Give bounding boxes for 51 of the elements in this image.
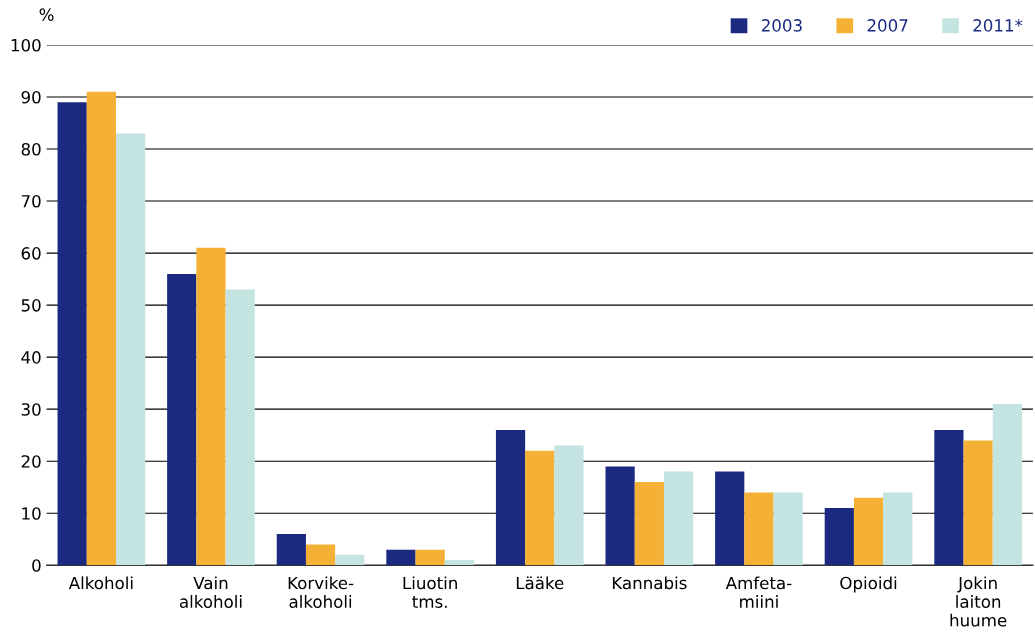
bar [495, 429, 526, 566]
bar [634, 482, 664, 566]
bar [744, 492, 774, 566]
bar [415, 549, 445, 566]
bar [605, 466, 635, 566]
y-tick-label: 0 [32, 559, 41, 572]
x-tick-label: Vain alkoholi [179, 576, 242, 608]
x-tick-label: Korvike- alkoholi [288, 576, 354, 608]
x-tick-label: Liuotin tms. [403, 576, 457, 608]
legend-label: 2003 [761, 19, 802, 32]
y-tick-label: 70 [21, 195, 41, 208]
bar [276, 534, 306, 566]
bar [167, 273, 197, 566]
bar [883, 492, 913, 566]
y-tick-label: 10 [22, 507, 41, 520]
y-axis-title: % [39, 8, 54, 21]
bar [57, 102, 87, 566]
bar [386, 549, 416, 566]
bar [525, 450, 555, 566]
bar [86, 91, 116, 566]
bar [225, 289, 255, 566]
x-tick-label: Lääke [516, 576, 564, 590]
bar [335, 554, 365, 566]
y-tick-label: 90 [21, 90, 41, 104]
x-tick-label: Kannabis [612, 576, 687, 590]
x-tick-label: Jokin laiton huume [950, 576, 1007, 627]
y-tick-label: 100 [11, 38, 41, 52]
bar [715, 471, 745, 566]
bar [115, 133, 146, 566]
x-tick-label: Opioidi [840, 576, 897, 593]
bar [992, 403, 1022, 566]
bar [824, 508, 854, 566]
y-tick-label: 20 [21, 455, 41, 468]
y-tick-label: 60 [21, 247, 41, 260]
bar [444, 560, 474, 566]
y-tick-label: 30 [21, 403, 41, 416]
bar [663, 471, 694, 566]
bar [196, 247, 226, 566]
x-tick-label: Amfeta- miini [725, 576, 792, 608]
x-tick-label: Alkoholi [68, 576, 133, 590]
legend-label: 2011* [973, 19, 1023, 32]
y-tick-label: 50 [21, 299, 41, 312]
bar [554, 445, 584, 566]
bar [853, 497, 884, 566]
bar [934, 429, 964, 566]
bar [773, 492, 803, 566]
y-tick-label: 40 [21, 351, 41, 364]
legend-label: 2007 [867, 19, 908, 32]
bar [305, 544, 336, 566]
bar [963, 440, 993, 566]
y-tick-label: 80 [21, 142, 41, 156]
